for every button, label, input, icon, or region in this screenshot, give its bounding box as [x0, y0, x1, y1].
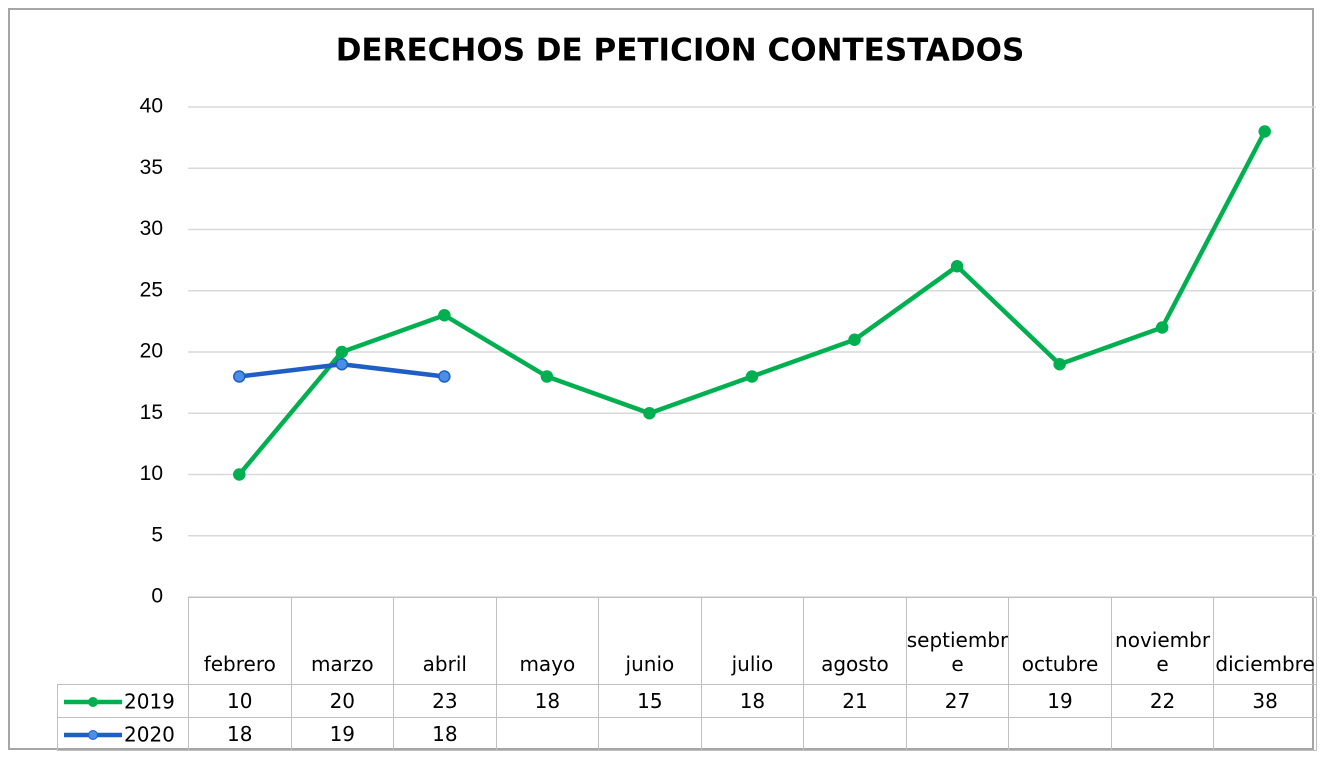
- legend-cell: 2019: [57, 684, 189, 718]
- empty-cell: [803, 717, 907, 751]
- legend-label: 2019: [124, 689, 175, 714]
- x-tick-label: mayo: [495, 597, 600, 685]
- y-tick-label: 0: [151, 585, 163, 608]
- value-label: 23: [393, 684, 497, 718]
- value-label: 19: [290, 717, 395, 751]
- value-label: 38: [1213, 684, 1317, 718]
- empty-cell: [1008, 717, 1112, 751]
- series-row: 2019 10 20 23 18 15 18 21 27 19 22 38: [57, 684, 1317, 718]
- x-tick-label: noviembre: [1110, 597, 1215, 685]
- value-label: 22: [1110, 684, 1215, 718]
- legend-symbol: [64, 696, 122, 707]
- value-label: 15: [598, 684, 702, 718]
- x-tick-label: agosto: [803, 597, 907, 685]
- legend-marker: [88, 729, 98, 740]
- point: [1258, 125, 1271, 138]
- legend-label: 2020: [124, 722, 175, 747]
- point: [438, 309, 451, 322]
- y-tick-label: 35: [140, 156, 163, 179]
- x-tick-label: octubre: [1008, 597, 1112, 685]
- y-tick-label: 25: [140, 278, 163, 301]
- value-label: 18: [188, 717, 292, 751]
- value-label: 18: [393, 717, 497, 751]
- legend-marker: [88, 696, 98, 707]
- point: [745, 370, 759, 383]
- point: [335, 358, 349, 371]
- category-row: febrero marzo abril mayo junio julio agosto sep…: [58, 597, 1317, 685]
- value-label: 18: [700, 684, 805, 718]
- value-label: 18: [495, 684, 600, 718]
- series-line: [237, 130, 1267, 476]
- point: [233, 468, 246, 481]
- point: [848, 333, 861, 346]
- point: [1155, 321, 1169, 334]
- chart-title: DERECHOS DE PETICION CONTESTADOS: [336, 33, 1025, 69]
- y-tick-label: 10: [140, 462, 163, 485]
- point: [233, 370, 246, 383]
- value-label: 20: [290, 684, 395, 718]
- y-tick-label: 20: [140, 340, 163, 363]
- point: [335, 345, 349, 359]
- point: [643, 407, 656, 420]
- y-tick-label: 40: [140, 95, 163, 118]
- empty-cell: [598, 717, 702, 751]
- y-tick-label: 15: [140, 401, 163, 424]
- legend-cell: 2020: [57, 717, 189, 751]
- x-tick-label: septiembre: [905, 597, 1010, 685]
- value-label: 19: [1008, 684, 1112, 718]
- x-tick-label: abril: [393, 597, 497, 685]
- x-tick-label: febrero: [188, 597, 292, 685]
- y-tick-label: 5: [151, 523, 163, 546]
- empty-cell: [905, 717, 1010, 751]
- value-label: 27: [905, 684, 1010, 718]
- point: [1053, 358, 1066, 371]
- x-tick-label: diciembre: [1213, 597, 1317, 685]
- legend-symbol: [64, 729, 122, 740]
- empty-cell: [495, 717, 600, 751]
- empty-cell: [1213, 717, 1317, 751]
- x-tick-label: marzo: [290, 597, 395, 685]
- point: [540, 370, 554, 383]
- data-table: febrero marzo abril mayo junio julio agosto sep…: [57, 597, 1317, 751]
- blank-cell: [58, 598, 189, 685]
- x-tick-label: julio: [700, 597, 805, 685]
- value-label: 10: [188, 684, 292, 718]
- point: [950, 260, 964, 273]
- empty-cell: [1110, 717, 1215, 751]
- point: [438, 370, 451, 383]
- y-tick-label: 30: [140, 217, 163, 240]
- series-row: 2020 18 19 18: [57, 717, 1317, 751]
- x-tick-label: junio: [598, 597, 702, 685]
- empty-cell: [700, 717, 805, 751]
- value-label: 21: [803, 684, 907, 718]
